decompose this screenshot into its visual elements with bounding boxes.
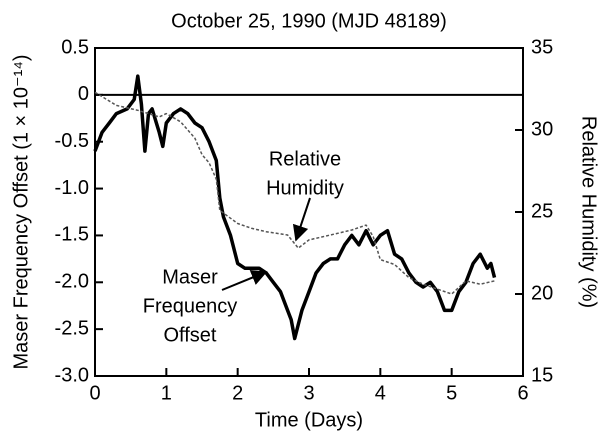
y2-axis-label: Relative Humidity (%) — [578, 116, 600, 308]
y-tick-label: -2.5 — [55, 317, 89, 339]
y2-tick-label: 30 — [531, 118, 553, 140]
chart-title: October 25, 1990 (MJD 48189) — [171, 10, 447, 32]
series-line — [93, 74, 497, 341]
annotation: Frequency — [143, 295, 238, 317]
annotation-arrow — [221, 270, 268, 291]
x-tick-label: 5 — [446, 382, 457, 404]
annotation: Relative — [269, 148, 341, 170]
annotation: Humidity — [266, 177, 344, 199]
annotation-arrow — [292, 197, 311, 242]
x-tick-label: 0 — [89, 382, 100, 404]
y-axis-label: Maser Frequency Offset (1 × 10⁻¹⁴) — [10, 54, 32, 369]
x-tick-label: 1 — [161, 382, 172, 404]
y-tick-label: -1.5 — [55, 224, 89, 246]
y-tick-label: 0.5 — [61, 36, 89, 58]
y-tick-label: -1.0 — [55, 177, 89, 199]
series-line — [94, 91, 495, 295]
y-tick-label: -3.0 — [55, 364, 89, 386]
annotation: Maser — [162, 266, 218, 288]
x-axis-label: Time (Days) — [255, 409, 363, 431]
annotation: Offset — [164, 324, 217, 346]
y-tick-label: 0 — [78, 83, 89, 105]
x-tick-label: 2 — [232, 382, 243, 404]
x-tick-label: 4 — [375, 382, 386, 404]
y2-tick-label: 35 — [531, 36, 553, 58]
y-tick-label: -2.0 — [55, 271, 89, 293]
y2-tick-label: 15 — [531, 364, 553, 386]
y2-tick-label: 20 — [531, 282, 553, 304]
y2-tick-label: 25 — [531, 200, 553, 222]
y-tick-label: -0.5 — [55, 130, 89, 152]
x-tick-label: 3 — [303, 382, 314, 404]
x-tick-label: 6 — [517, 382, 528, 404]
plot-frame — [94, 47, 524, 377]
